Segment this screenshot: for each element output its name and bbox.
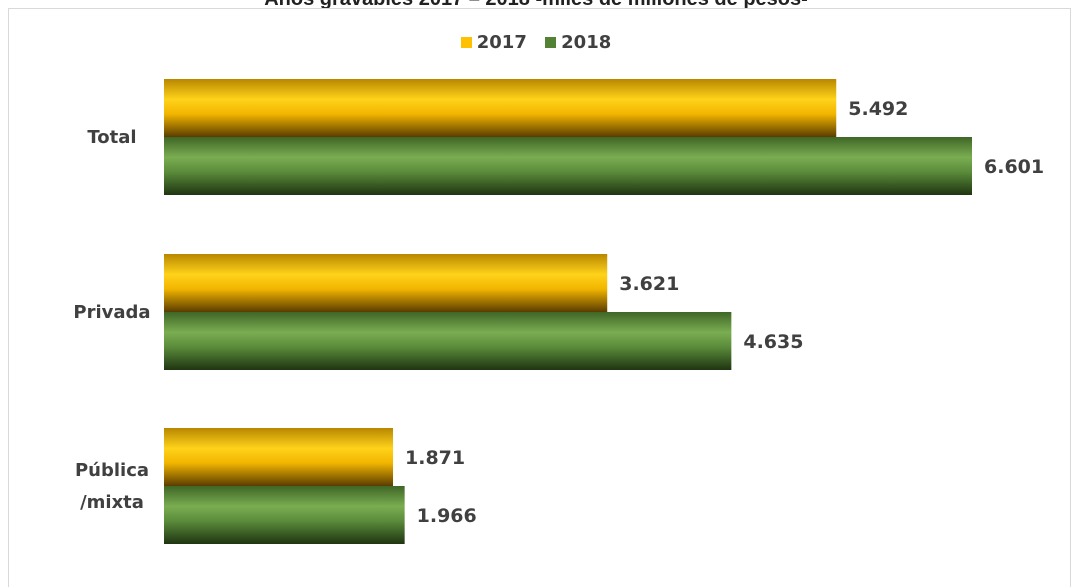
legend-swatch-2018 [545,37,557,48]
value-label-2018-1: 4.635 [743,331,803,353]
bar-2017-1 [164,254,608,312]
legend-label-2017: 2017 [476,32,527,53]
category-label: Pública/mixta [75,460,149,513]
bar-2018-2 [164,486,405,544]
bar-2017-0 [164,79,837,137]
bar-2018-1 [164,312,732,370]
legend-item-2017: 2017 [460,32,527,53]
bar-2017-2 [164,428,394,486]
legend-item-2018: 2018 [545,32,611,53]
chart-frame [8,8,1071,587]
value-label-2018-0: 6.601 [984,156,1044,178]
legend: 2017 2018 [0,32,1072,53]
legend-swatch-2017 [460,37,472,48]
legend-label-2018: 2018 [561,32,612,53]
category-label: Total [87,127,136,148]
value-label-2017-1: 3.621 [619,273,679,295]
value-label-2017-0: 5.492 [848,98,908,120]
chart-title: Años gravables 2017 – 2018 -miles de mil… [0,0,1072,12]
category-label: Privada [73,302,150,323]
bar-2018-0 [164,137,972,195]
value-label-2017-2: 1.871 [405,447,465,469]
value-label-2018-2: 1.966 [417,505,477,527]
